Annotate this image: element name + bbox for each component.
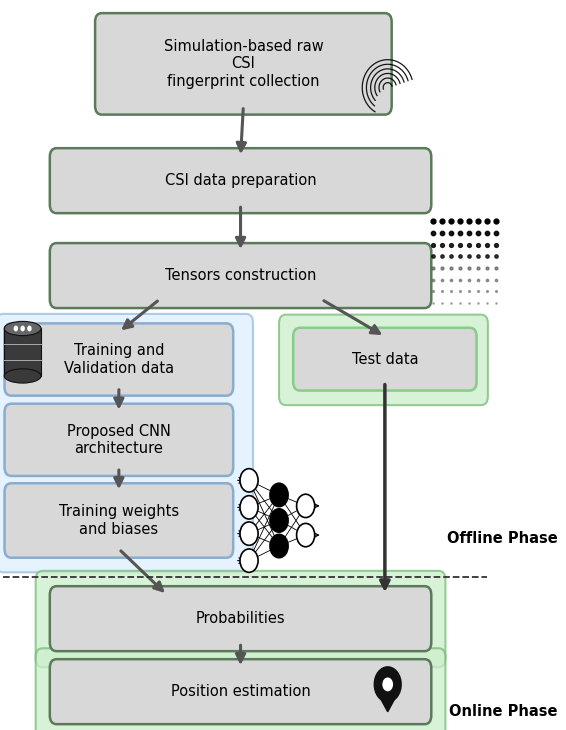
Circle shape [374,666,402,702]
Circle shape [240,496,258,519]
FancyBboxPatch shape [36,648,445,730]
FancyBboxPatch shape [5,328,41,376]
Text: Proposed CNN
architecture: Proposed CNN architecture [67,423,171,456]
Circle shape [297,494,315,518]
Circle shape [383,677,393,691]
Text: Training and
Validation data: Training and Validation data [64,343,174,376]
FancyBboxPatch shape [5,404,233,476]
Circle shape [270,483,288,507]
FancyBboxPatch shape [5,483,233,558]
Text: Online Phase: Online Phase [449,704,558,719]
FancyBboxPatch shape [36,571,445,667]
Circle shape [297,523,315,547]
FancyBboxPatch shape [50,659,431,724]
Circle shape [240,522,258,545]
FancyBboxPatch shape [95,13,392,115]
FancyBboxPatch shape [5,323,233,396]
Text: Tensors construction: Tensors construction [165,268,316,283]
Circle shape [20,326,25,331]
Text: Training weights
and biases: Training weights and biases [59,504,179,537]
Circle shape [240,549,258,572]
Text: Position estimation: Position estimation [171,684,310,699]
Circle shape [27,326,32,331]
Ellipse shape [5,369,41,383]
Text: Offline Phase: Offline Phase [447,531,558,546]
Circle shape [14,326,18,331]
FancyBboxPatch shape [0,314,253,572]
Text: Test data: Test data [351,352,418,366]
FancyBboxPatch shape [279,315,488,405]
FancyBboxPatch shape [50,148,431,213]
FancyBboxPatch shape [50,243,431,308]
FancyBboxPatch shape [293,328,477,391]
Circle shape [270,534,288,558]
Text: CSI data preparation: CSI data preparation [165,173,316,188]
Circle shape [270,509,288,532]
Circle shape [240,469,258,492]
Polygon shape [378,694,397,712]
Ellipse shape [5,321,41,336]
FancyBboxPatch shape [50,586,431,651]
Text: Probabilities: Probabilities [196,611,285,626]
Text: Simulation-based raw
CSI
fingerprint collection: Simulation-based raw CSI fingerprint col… [164,39,323,89]
